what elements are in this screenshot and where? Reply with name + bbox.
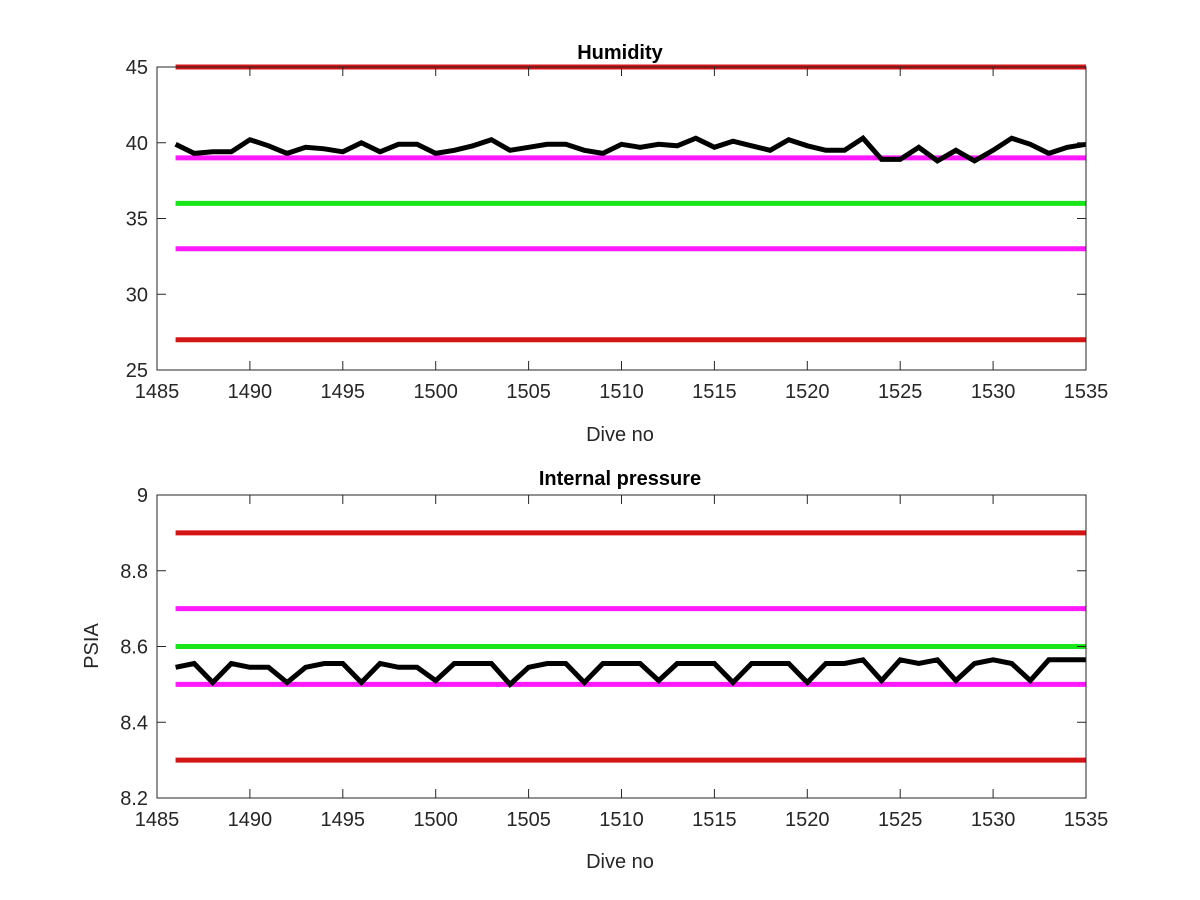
x-tick-label: 1485	[135, 381, 180, 403]
y-tick-label: 8.4	[120, 712, 148, 734]
y-tick-label: 45	[126, 57, 148, 79]
x-tick-label: 1525	[878, 381, 923, 403]
data-series-line-0	[175, 657, 1086, 688]
internal-pressure-chart: Internal pressure 1485 1490 1495 1500 1505 15…	[81, 468, 1108, 873]
y-tick-label: 30	[126, 284, 148, 306]
x-tick-label: 1500	[413, 809, 458, 831]
chart-title: Humidity	[577, 42, 663, 64]
x-tick-label: 1520	[785, 381, 830, 403]
x-tick-label: 1500	[413, 381, 458, 403]
x-tick-label: 1505	[506, 381, 551, 403]
y-tick-label: 8.6	[120, 637, 148, 659]
x-tick-label: 1495	[321, 809, 366, 831]
x-tick-label: 1485	[135, 809, 180, 831]
x-tick-label: 1535	[1064, 381, 1109, 403]
x-tick-label: 1530	[971, 809, 1016, 831]
y-tick-label: 8.2	[120, 788, 148, 810]
y-tick-label: 25	[126, 360, 148, 382]
chart-title: Internal pressure	[539, 468, 701, 490]
x-tick-label: 1525	[878, 809, 923, 831]
x-tick-label: 1505	[506, 809, 551, 831]
plot-area-frame	[156, 66, 1087, 371]
x-tick-label: 1495	[321, 381, 366, 403]
x-tick-label: 1490	[228, 381, 273, 403]
x-tick-label: 1535	[1064, 809, 1109, 831]
x-axis-label: Dive no	[586, 851, 654, 873]
x-tick-label: 1515	[692, 381, 737, 403]
x-tick-label: 1515	[692, 809, 737, 831]
x-axis-label: Dive no	[586, 424, 654, 446]
y-tick-label: 40	[126, 133, 148, 155]
x-tick-label: 1520	[785, 809, 830, 831]
x-tick-label: 1510	[599, 809, 644, 831]
x-tick-label: 1490	[228, 809, 273, 831]
humidity-chart: Humidity 1485 1490 1495 1500 1505 1510 1515 152…	[126, 42, 1109, 446]
y-tick-label: 35	[126, 209, 148, 231]
y-tick-label: 8.8	[120, 561, 148, 583]
y-axis-label: PSIA	[81, 623, 103, 669]
x-tick-label: 1530	[971, 381, 1016, 403]
x-tick-label: 1510	[599, 381, 644, 403]
y-tick-label: 9	[137, 485, 148, 507]
data-series-line-0	[174, 134, 1087, 164]
